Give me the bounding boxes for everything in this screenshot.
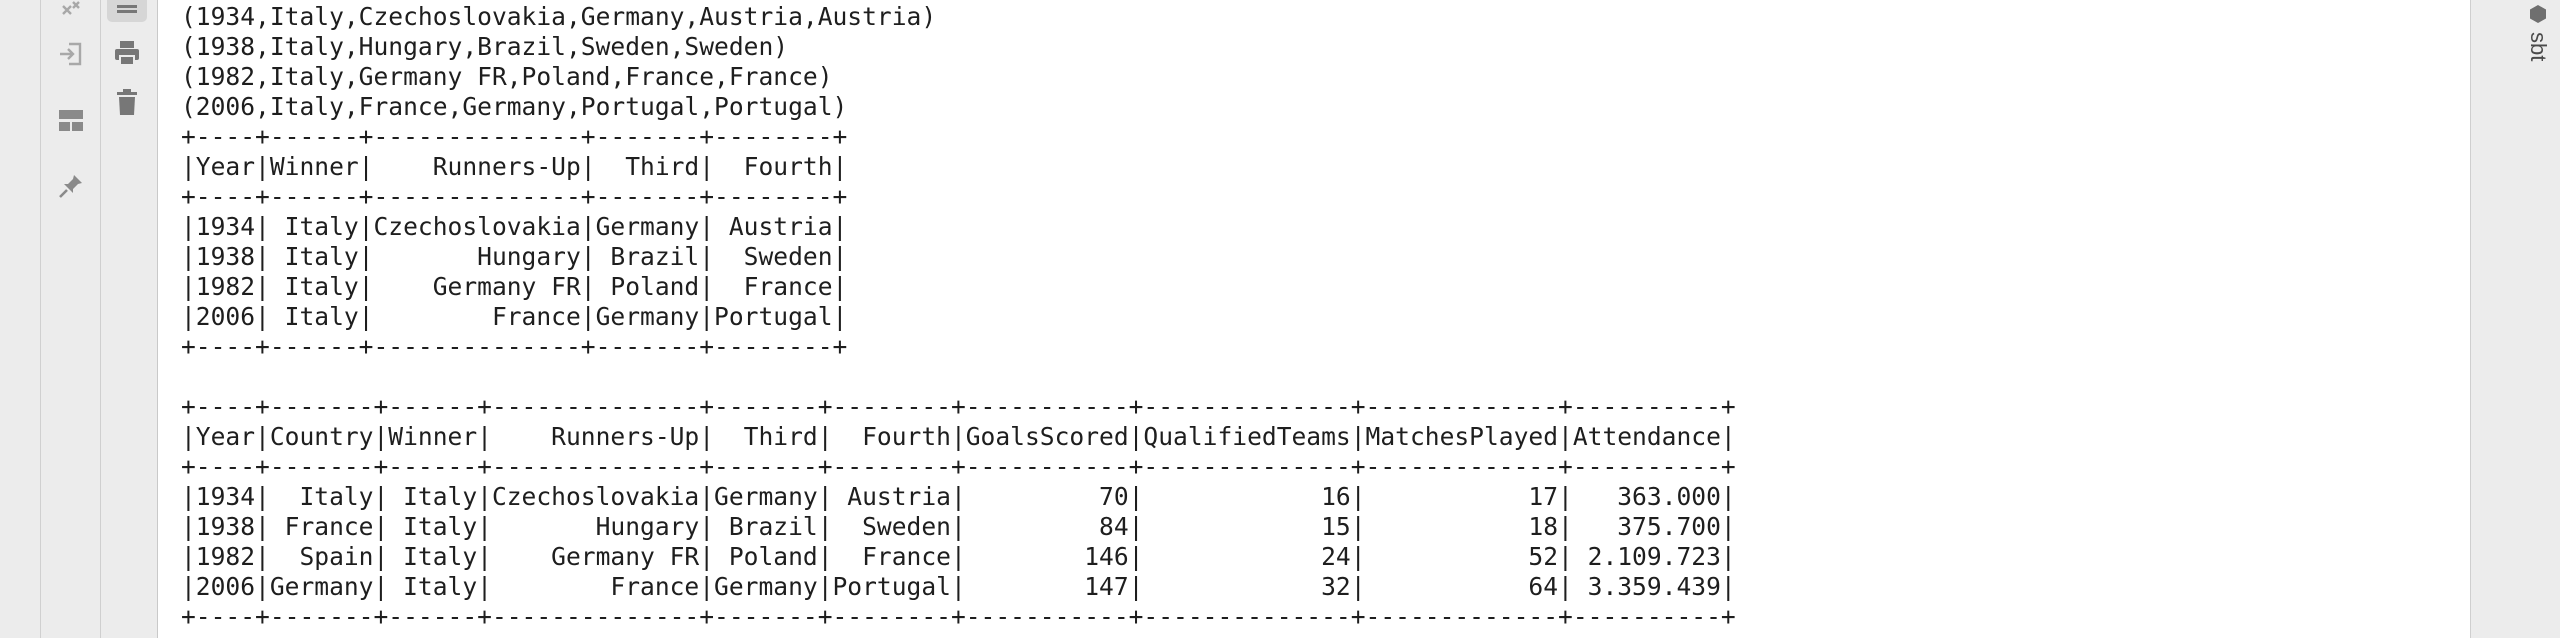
console-line: |Year|Country|Winner| Runners-Up| Third|… [181,422,1736,451]
console-line: |2006|Germany| Italy| France|Germany|Por… [181,572,1736,601]
console-line: +----+------+--------------+-------+----… [181,182,848,211]
sbt-tool-tab[interactable]: sbt [2515,0,2560,140]
console-line: |1982| Spain| Italy| Germany FR| Poland|… [181,542,1736,571]
soft-wrap-icon[interactable] [107,0,147,22]
console-line: +----+------+--------------+-------+----… [181,122,848,151]
console-line: (1934,Italy,Czechoslovakia,Germany,Austr… [181,2,937,31]
trash-icon[interactable] [107,82,147,122]
console-line: +----+-------+------+--------------+----… [181,602,1736,631]
console-line: |Year|Winner| Runners-Up| Third| Fourth| [181,152,848,181]
pin-icon[interactable] [51,166,91,206]
run-toolbar [41,0,101,638]
console-line: |1982| Italy| Germany FR| Poland| France… [181,272,848,301]
console-output[interactable]: (1934,Italy,Czechoslovakia,Germany,Austr… [158,0,2470,638]
sbt-icon [2530,5,2546,23]
console-line: |1938| Italy| Hungary| Brazil| Sweden| [181,242,848,271]
console-line: |2006| Italy| France|Germany|Portugal| [181,302,848,331]
login-icon[interactable] [51,34,91,74]
print-icon[interactable] [107,33,147,73]
console-line: +----+------+--------------+-------+----… [181,332,848,361]
console-line: +----+-------+------+--------------+----… [181,392,1736,421]
console-line: |1938| France| Italy| Hungary| Brazil| S… [181,512,1736,541]
left-gutter [0,0,41,638]
console-line: (2006,Italy,France,Germany,Portugal,Port… [181,92,848,121]
console-toolbar [101,0,158,638]
console-text: (1934,Italy,Czechoslovakia,Germany,Austr… [158,0,2470,632]
sbt-tab-label: sbt [2526,32,2551,62]
console-line: +----+-------+------+--------------+----… [181,452,1736,481]
console-line: (1982,Italy,Germany FR,Poland,France,Fra… [181,62,833,91]
console-line: |1934| Italy|Czechoslovakia|Germany| Aus… [181,212,848,241]
right-tool-strip: sbt [2470,0,2560,638]
console-line: |1934| Italy| Italy|Czechoslovakia|Germa… [181,482,1736,511]
layout-icon[interactable] [51,100,91,140]
close-tabs-icon[interactable] [51,0,91,26]
console-line: (1938,Italy,Hungary,Brazil,Sweden,Sweden… [181,32,789,61]
console-line [181,362,2470,392]
